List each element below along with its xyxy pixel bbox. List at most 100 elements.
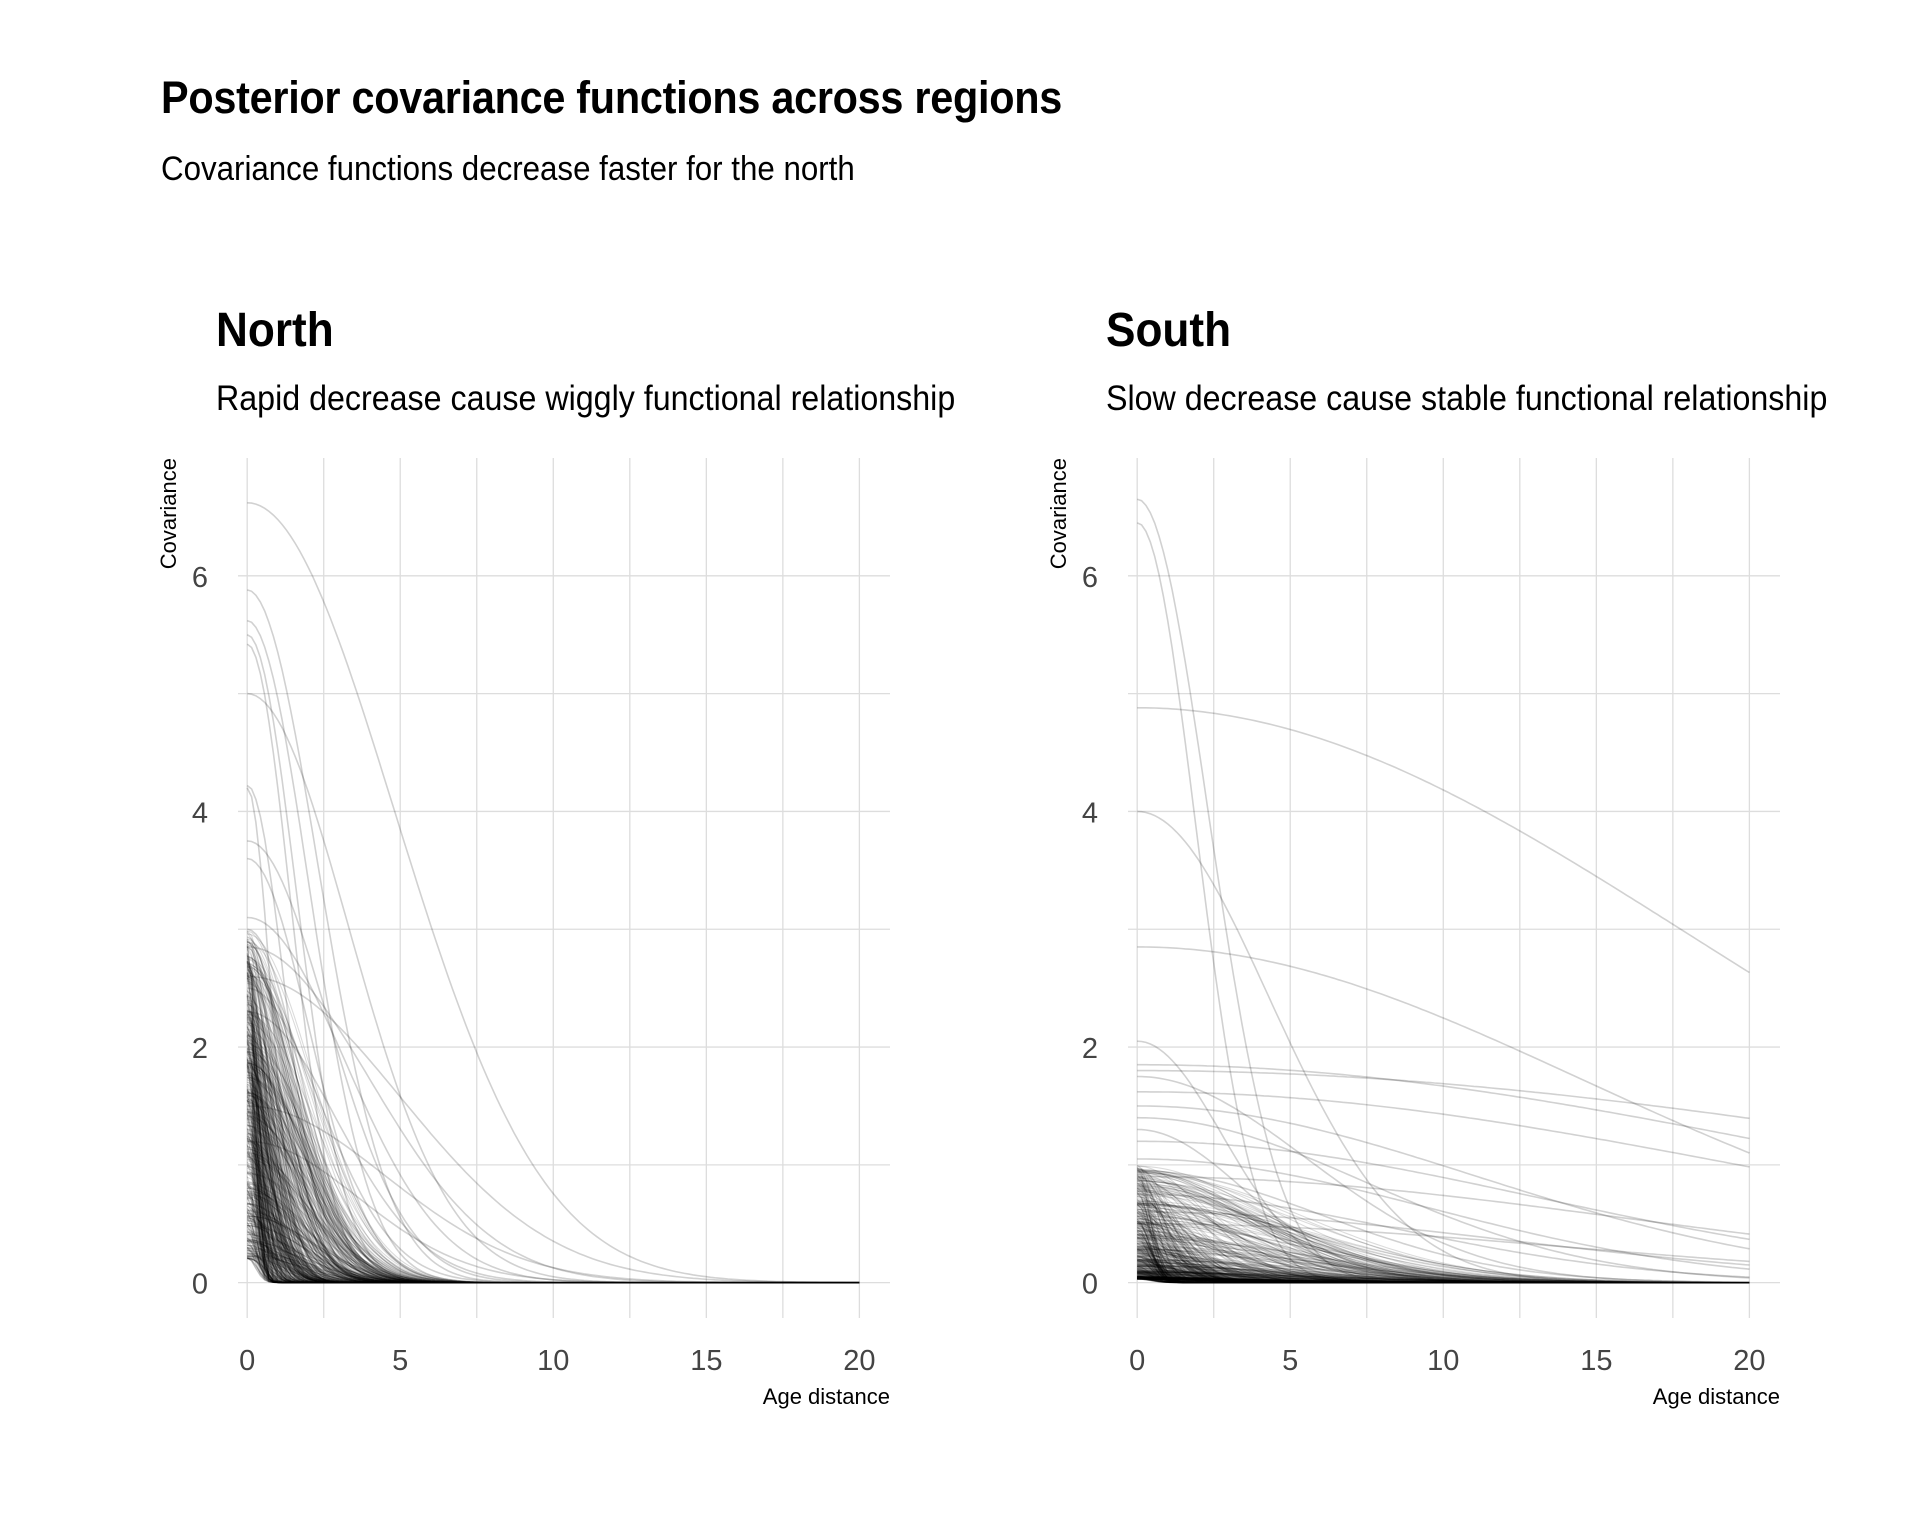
- draw-line: [246, 1103, 860, 1284]
- draw-line: [1136, 1234, 1750, 1284]
- draw-line: [1137, 1229, 1750, 1284]
- draw-line: [1137, 1278, 1750, 1284]
- draw-line: [247, 1079, 860, 1284]
- draw-line: [247, 1231, 860, 1284]
- draw-line: [1137, 1223, 1750, 1284]
- draw-line: [247, 1110, 860, 1284]
- draw-line: [1137, 1215, 1750, 1284]
- draw-line: [247, 1052, 860, 1284]
- draw-line: [1137, 1274, 1750, 1284]
- draw-line: [246, 1242, 860, 1284]
- draw-line: [247, 1146, 860, 1284]
- draw-line: [246, 1041, 860, 1284]
- draw-line: [1136, 1219, 1750, 1284]
- draw-line: [1137, 1278, 1750, 1284]
- draw-line: [247, 1100, 860, 1284]
- draw-line: [1137, 1218, 1750, 1284]
- draw-line: [1137, 1277, 1750, 1284]
- series-line: [1137, 1158, 1750, 1270]
- draw-line: [1137, 1258, 1750, 1284]
- draw-line: [247, 957, 860, 1284]
- draw-line: [246, 944, 860, 1284]
- y-tick-label: 4: [1082, 797, 1098, 829]
- draw-line: [1137, 1230, 1750, 1284]
- draw-line: [1137, 1276, 1750, 1284]
- draw-line: [247, 1042, 860, 1284]
- draw-line: [1136, 1237, 1750, 1284]
- draw-line: [246, 1148, 860, 1284]
- draw-line: [246, 1091, 860, 1284]
- draw-line: [246, 1219, 860, 1284]
- draw-line: [247, 1250, 860, 1284]
- draw-line: [246, 1248, 860, 1284]
- draw-line: [1137, 1272, 1750, 1284]
- draw-line: [1137, 1272, 1750, 1284]
- series-line: [1137, 1040, 1750, 1284]
- draw-line: [1137, 1202, 1750, 1284]
- draw-line: [247, 1171, 860, 1284]
- draw-line: [1137, 1220, 1750, 1284]
- draw-line: [1137, 1276, 1750, 1284]
- draw-line: [247, 1216, 860, 1284]
- draw-line: [246, 1059, 860, 1284]
- draw-line: [246, 1216, 860, 1284]
- draw-line: [246, 1118, 860, 1284]
- draw-line: [1137, 1273, 1750, 1284]
- draw-line: [247, 1257, 860, 1284]
- draw-line: [246, 945, 860, 1284]
- draw-line: [1137, 1263, 1750, 1284]
- draw-line: [1137, 1222, 1750, 1284]
- draw-line: [1137, 1253, 1750, 1284]
- series-line: [246, 589, 860, 1284]
- draw-line: [247, 1089, 860, 1284]
- draw-line: [246, 1077, 860, 1284]
- draw-line: [1137, 1278, 1750, 1284]
- draw-line: [1137, 1169, 1750, 1284]
- draw-line: [1137, 1217, 1750, 1284]
- draw-line: [246, 1064, 860, 1284]
- series-line: [247, 502, 860, 1284]
- draw-line: [247, 1066, 860, 1284]
- draw-line: [247, 1247, 860, 1284]
- draw-line: [1137, 1171, 1750, 1284]
- draw-line: [247, 941, 860, 1284]
- draw-line: [1137, 1268, 1750, 1284]
- draw-line: [1137, 1221, 1750, 1284]
- draw-line: [1137, 1272, 1750, 1284]
- draw-line: [246, 1222, 860, 1284]
- draw-line: [247, 1240, 860, 1284]
- draw-line: [246, 1201, 860, 1284]
- draw-line: [1137, 1213, 1750, 1284]
- draw-line: [246, 1040, 860, 1284]
- draw-line: [247, 1165, 860, 1284]
- draw-line: [246, 1097, 860, 1284]
- draw-line: [247, 1180, 860, 1284]
- draw-line: [246, 1185, 860, 1284]
- draw-line: [1137, 1275, 1750, 1284]
- draw-line: [247, 1255, 860, 1284]
- draw-line: [247, 1124, 860, 1284]
- draw-line: [1136, 1243, 1750, 1284]
- draw-line: [247, 1193, 860, 1284]
- draw-line: [247, 965, 860, 1284]
- draw-line: [247, 1062, 860, 1284]
- draw-line: [1137, 1198, 1750, 1284]
- draw-line: [246, 978, 860, 1284]
- draw-line: [246, 1117, 860, 1284]
- draw-line: [246, 1152, 860, 1284]
- draw-line: [247, 1241, 860, 1284]
- draw-line: [1137, 1172, 1750, 1284]
- draw-line: [246, 1224, 860, 1284]
- draw-line: [247, 1173, 860, 1284]
- draw-line: [247, 1111, 860, 1284]
- draw-line: [246, 1197, 860, 1284]
- series-line: [1137, 1091, 1750, 1168]
- draw-line: [246, 972, 860, 1284]
- draw-line: [1137, 1278, 1750, 1284]
- draw-line: [1137, 1257, 1750, 1284]
- draw-line: [1137, 1168, 1750, 1284]
- draw-line: [1137, 1277, 1750, 1284]
- draw-line: [247, 1255, 860, 1284]
- draw-line: [1137, 1227, 1750, 1284]
- draw-line: [1137, 1216, 1750, 1284]
